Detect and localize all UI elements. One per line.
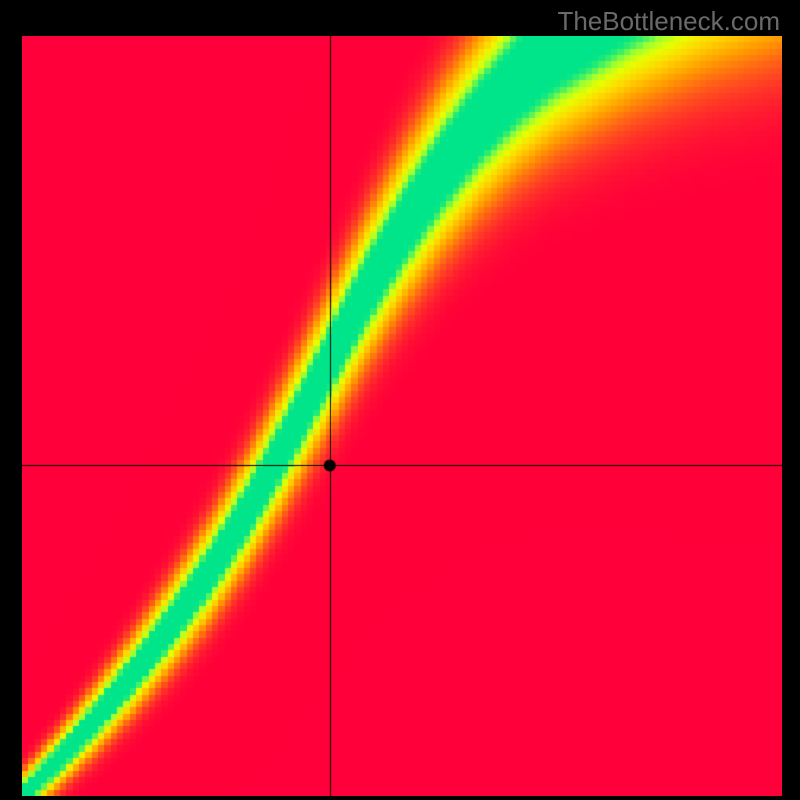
watermark-label: TheBottleneck.com: [557, 6, 780, 37]
bottleneck-heatmap: [22, 36, 782, 796]
